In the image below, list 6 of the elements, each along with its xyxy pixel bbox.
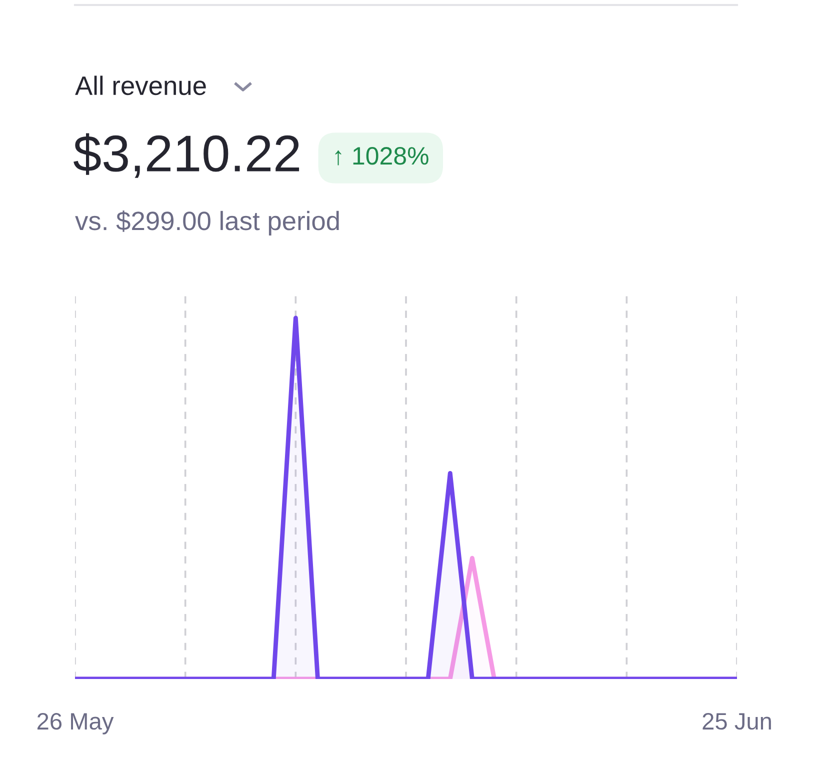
text: ↑ 1028% <box>335 147 428 166</box>
chart-title: All revenue <box>75 76 206 96</box>
x-tick-label: 25 Jun <box>702 712 771 730</box>
text: $3,210.22 <box>74 133 300 178</box>
text: vs. $299.00 last period <box>75 210 339 236</box>
x-tick-label: 26 May <box>37 712 114 734</box>
